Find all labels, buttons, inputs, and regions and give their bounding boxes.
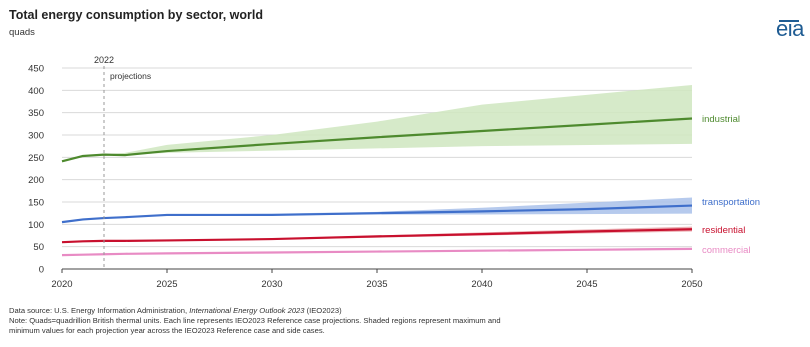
series-label-industrial: industrial (702, 114, 740, 125)
source-suffix: (IEO2023) (304, 306, 342, 315)
x-tick-label-2045: 2045 (576, 279, 597, 290)
series-labels: industrial transportation residential comme… (702, 114, 760, 256)
source-report-title: International Energy Outlook 2023 (189, 306, 305, 315)
note-line-2: minimum values for each projection year … (9, 326, 325, 335)
footnotes: Data source: U.S. Energy Information Adm… (9, 306, 804, 336)
y-tick-label-150: 150 (28, 198, 44, 209)
series-lines (61, 117, 693, 257)
x-tick-label-2040: 2040 (471, 279, 492, 290)
y-tick-label-350: 350 (28, 108, 44, 119)
line-commercial (61, 247, 693, 257)
x-tick-label-2020: 2020 (51, 279, 72, 290)
chart-svg: 0 50 100 150 200 250 300 350 400 450 2020 2025 2030 2… (28, 55, 760, 291)
source-prefix: Data source: U.S. Energy Information Adm… (9, 306, 190, 315)
projection-year-label: 2022 (94, 55, 114, 65)
y-tick-label-100: 100 (28, 220, 44, 231)
y-tick-label-250: 250 (28, 153, 44, 164)
page-title: Total energy consumption by sector, worl… (9, 8, 263, 22)
y-tick-label-400: 400 (28, 86, 44, 97)
uncertainty-bands (104, 84, 692, 255)
logo-bar (779, 20, 799, 22)
y-axis-unit: quads (9, 27, 35, 38)
projections-label: projections (110, 71, 151, 81)
line-industrial (61, 117, 693, 163)
series-label-residential: residential (702, 225, 745, 236)
x-tick-label-2035: 2035 (366, 279, 387, 290)
source-note: Data source: U.S. Energy Information Adm… (9, 306, 804, 316)
line-residential (61, 228, 693, 244)
band-industrial (104, 84, 692, 156)
series-label-transportation: transportation (702, 197, 760, 208)
note-line-1: Note: Quads=quadrillion British thermal … (9, 316, 501, 325)
x-tick-label-2025: 2025 (156, 279, 177, 290)
y-tick-label-450: 450 (28, 64, 44, 75)
x-tick-label-2050: 2050 (681, 279, 702, 290)
line-transportation (61, 204, 693, 224)
y-tick-label-200: 200 (28, 175, 44, 186)
series-label-commercial: commercial (702, 245, 751, 256)
y-tick-label-50: 50 (33, 242, 44, 253)
y-tick-label-0: 0 (39, 265, 44, 276)
y-tick-label-300: 300 (28, 131, 44, 142)
band-residential (104, 226, 692, 241)
eia-logo: eia (776, 16, 804, 42)
band-transportation (104, 197, 692, 219)
x-tick-label-2030: 2030 (261, 279, 282, 290)
axes: 0 50 100 150 200 250 300 350 400 450 2020 2025 2030 2… (28, 64, 702, 291)
